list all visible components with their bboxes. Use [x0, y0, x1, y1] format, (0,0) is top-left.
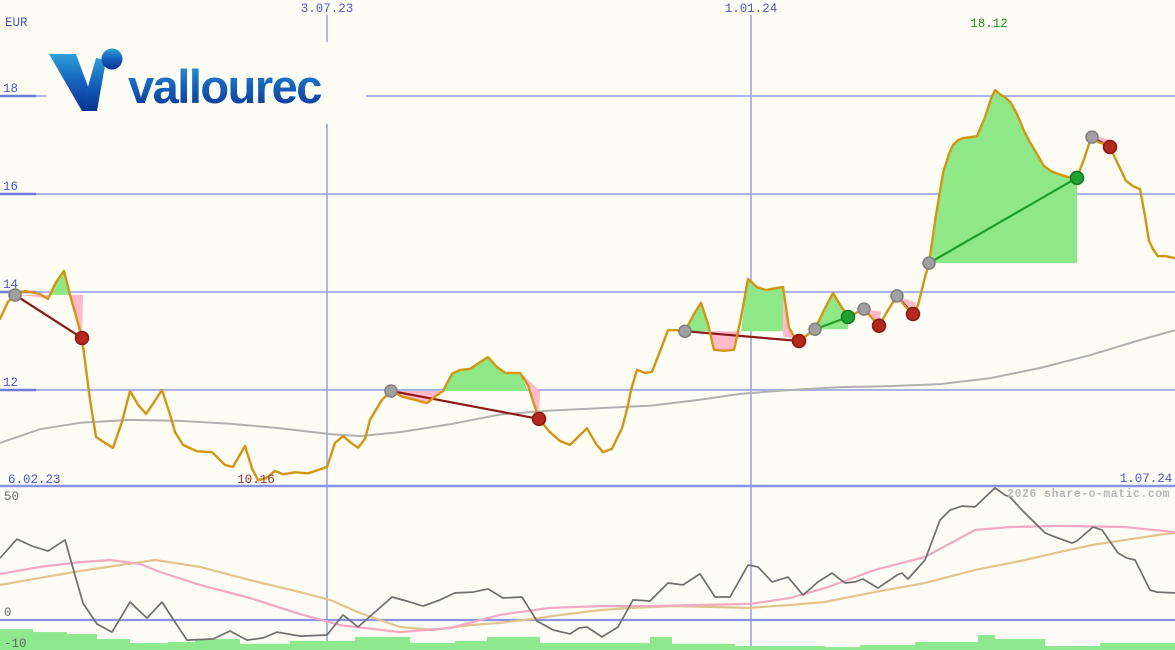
- trade-fill-pink: [783, 287, 799, 341]
- histogram-bar: [355, 636, 410, 650]
- trade-fill-green: [685, 302, 710, 332]
- histogram-bar: [67, 633, 97, 650]
- histogram-bar: [97, 639, 130, 650]
- price-line: [0, 88, 1175, 482]
- histogram-bar: [0, 629, 33, 650]
- indicator-tick-label: -10: [4, 637, 27, 650]
- exit-dot-loss: [1102, 139, 1118, 155]
- date-label: 3.07.23: [301, 2, 354, 16]
- exit-dot-win: [840, 309, 856, 325]
- signal-fast-line: [0, 524, 1175, 634]
- histogram-bar: [410, 643, 455, 650]
- entry-dot: [1085, 130, 1099, 144]
- entry-dot: [857, 302, 871, 316]
- exit-dot-loss: [791, 333, 807, 349]
- histogram-bar: [915, 641, 978, 650]
- indicator-tick-label: 0: [4, 606, 12, 620]
- trade-fill-green: [443, 357, 528, 391]
- exit-dot-win: [1069, 170, 1085, 186]
- oscillator-line: [0, 487, 1175, 641]
- trade-fill-green: [50, 270, 69, 295]
- vallourec-logo: vallourec: [46, 42, 366, 124]
- histogram-bar: [240, 643, 290, 650]
- entry-dot: [384, 384, 398, 398]
- entry-dot: [922, 256, 936, 270]
- watermark: 2026 share-o-matic.com: [1007, 488, 1170, 501]
- histogram-bar: [290, 640, 355, 650]
- histogram-bar: [650, 636, 672, 650]
- price-tick-label: 18: [3, 82, 18, 96]
- trade-trend-line: [390, 389, 540, 420]
- currency-label: EUR: [5, 16, 28, 30]
- histogram-bar: [735, 645, 825, 650]
- histogram-bar: [978, 635, 995, 650]
- date-label: 1.07.24: [1120, 472, 1173, 486]
- histogram-bar: [487, 636, 540, 650]
- price-tick-label: 12: [3, 376, 18, 390]
- trade-trend-line: [14, 294, 83, 339]
- date-label: 6.02.23: [8, 473, 61, 487]
- histogram-bar: [33, 632, 67, 650]
- histogram-bar: [995, 639, 1045, 650]
- exit-dot-loss: [74, 330, 90, 346]
- trade-fill-green: [929, 90, 1077, 264]
- exit-dot-loss: [905, 306, 921, 322]
- vallourec-logo-graphic: vallourec: [49, 48, 323, 113]
- histogram-bar: [455, 640, 487, 650]
- entry-dot: [678, 324, 692, 338]
- entry-dot: [808, 322, 822, 336]
- price-tick-label: 14: [3, 278, 18, 292]
- entry-dot: [8, 288, 22, 302]
- indicator-tick-label: 50: [4, 490, 19, 504]
- trade-trend-line: [684, 330, 800, 343]
- entry-dot: [890, 289, 904, 303]
- high-price-label: 18.12: [970, 17, 1008, 31]
- date-label: 1.01.24: [725, 2, 778, 16]
- histogram-bar: [672, 643, 735, 650]
- histogram-bar: [825, 647, 860, 650]
- exit-dot-loss: [531, 411, 547, 427]
- low-price-label: 10.16: [237, 473, 275, 487]
- histogram-bar: [860, 644, 915, 650]
- price-tick-label: 16: [3, 180, 18, 194]
- vallourec-wordmark: vallourec: [128, 60, 321, 113]
- histogram-bar: [540, 643, 650, 650]
- exit-dot-loss: [871, 318, 887, 334]
- histogram-bar: [1045, 645, 1100, 650]
- signal-slow-line: [0, 531, 1175, 632]
- vallourec-v-icon: [49, 48, 123, 111]
- histogram-bar: [168, 641, 195, 650]
- moving-average-line: [0, 329, 1175, 444]
- histogram-bar: [1100, 643, 1175, 650]
- trade-trend-line: [928, 176, 1078, 265]
- histogram-bar: [130, 643, 168, 650]
- trade-fill-green: [741, 278, 783, 332]
- histogram-bar: [195, 639, 240, 650]
